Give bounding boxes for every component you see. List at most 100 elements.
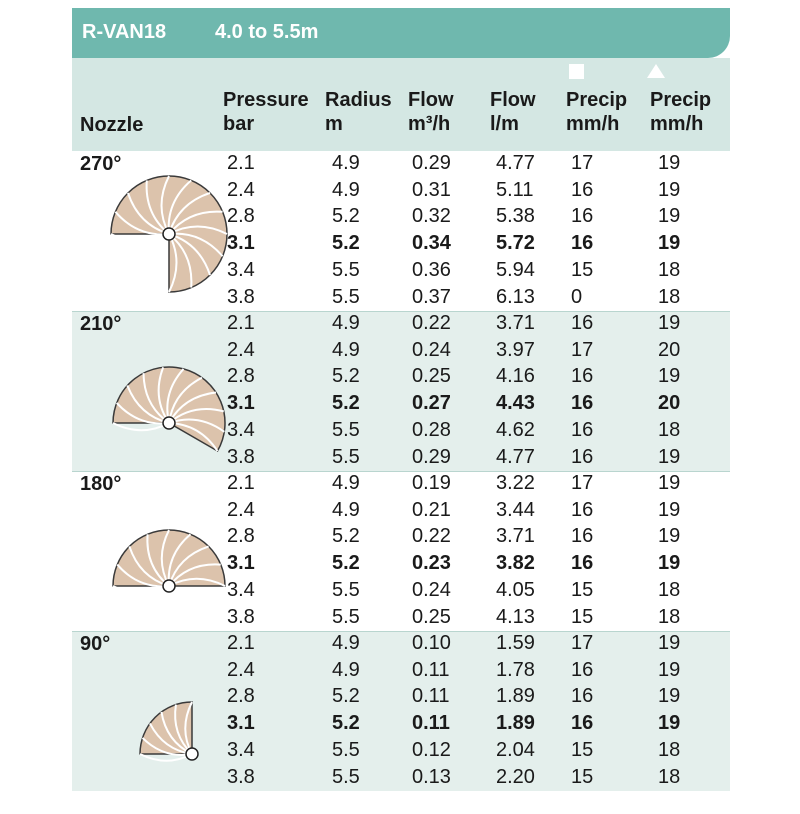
flow-m3h-cell: 0.10 (412, 632, 451, 654)
pressure-cell: 3.8 (227, 605, 255, 628)
table-row: 2.8 5.2 0.32 5.38 16 19 (72, 204, 730, 231)
precip-square-cell: 16 (571, 552, 594, 575)
precip-triangle-cell: 19 (658, 632, 681, 654)
group-divider (72, 631, 730, 632)
precip-square-cell: 17 (571, 338, 594, 361)
nozzle-angle-label: 180° (80, 473, 122, 495)
radius-range-title: 4.0 to 5.5m (215, 21, 319, 43)
square-icon (569, 64, 584, 79)
flow-m3h-cell: 0.37 (412, 285, 451, 308)
pressure-cell: 2.8 (227, 365, 255, 388)
flow-m3h-cell: 0.11 (412, 685, 450, 708)
nozzle-center (162, 579, 176, 593)
precip-square-cell: 16 (571, 712, 594, 735)
precip-triangle-cell: 20 (658, 338, 681, 361)
pressure-cell: 3.8 (227, 285, 255, 308)
pressure-cell: 3.4 (227, 738, 255, 761)
nozzle-group: 270° 2.1 4.9 0.29 4.77 17 19 2.4 4.9 0.31 5.11 16 19… (72, 151, 730, 311)
radius-cell: 4.9 (332, 338, 360, 361)
flow-lm-cell: 3.22 (496, 472, 535, 494)
flow-lm-cell: 1.59 (496, 632, 535, 654)
flow-m3h-cell: 0.24 (412, 338, 451, 361)
radius-cell: 4.9 (332, 152, 360, 174)
pressure-cell: 2.4 (227, 178, 255, 201)
flow-m3h-cell: 0.34 (412, 232, 451, 255)
precip-triangle-cell: 18 (658, 285, 681, 308)
table-row: 3.8 5.5 0.25 4.13 15 18 (72, 605, 730, 632)
precip-triangle-cell: 19 (658, 232, 681, 255)
table-row: 3.1 5.2 0.27 4.43 16 20 (72, 391, 730, 418)
precip-triangle-cell: 19 (658, 658, 681, 681)
model-title: R-VAN18 (82, 21, 167, 43)
precip-triangle-cell: 18 (658, 418, 681, 441)
flow-lm-cell: 4.43 (496, 392, 535, 415)
table-row: 3.4 5.5 0.28 4.62 16 18 (72, 418, 730, 445)
flow-lm-cell: 1.89 (496, 685, 535, 708)
radius-cell: 4.9 (332, 472, 360, 494)
nozzle-spray-pattern-icon (110, 175, 228, 293)
group-divider (72, 311, 730, 312)
radius-cell: 5.2 (332, 525, 360, 548)
flow-m3h-cell: 0.21 (412, 498, 451, 521)
precip-square-cell: 16 (571, 418, 594, 441)
radius-cell: 5.2 (332, 712, 360, 735)
flow-lm-cell: 4.05 (496, 578, 535, 601)
radius-cell: 5.5 (332, 285, 360, 308)
column-header-row: Nozzle Pressure bar Radius m Flow m³/h Flow… (72, 58, 730, 151)
flow-lm-cell: 4.13 (496, 605, 535, 628)
radius-cell: 4.9 (332, 312, 360, 334)
table-row: 3.4 5.5 0.12 2.04 15 18 (72, 738, 730, 765)
precip-triangle-cell: 19 (658, 205, 681, 228)
precip-triangle-cell: 19 (658, 472, 681, 494)
flow-lm-cell: 3.82 (496, 552, 535, 575)
flow-lm-cell: 1.78 (496, 658, 535, 681)
radius-cell: 5.2 (332, 232, 360, 255)
flow-m3h-header: Flow m³/h (408, 89, 454, 135)
precip-square-cell: 15 (571, 765, 594, 788)
radius-cell: 4.9 (332, 658, 360, 681)
precip-square-cell: 16 (571, 445, 594, 468)
flow-m3h-cell: 0.32 (412, 205, 451, 228)
flow-lm-cell: 6.13 (496, 285, 535, 308)
nozzle-group: 90° 2.1 4.9 0.10 1.59 17 19 2.4 4.9 0.11 1.78 16 19 2… (72, 631, 730, 791)
pressure-cell: 2.8 (227, 685, 255, 708)
spray-sector (110, 175, 228, 293)
pressure-cell: 3.1 (227, 712, 255, 735)
pressure-cell: 3.1 (227, 552, 255, 575)
flow-m3h-cell: 0.22 (412, 525, 451, 548)
flow-m3h-cell: 0.19 (412, 472, 451, 494)
precip-square-cell: 15 (571, 578, 594, 601)
nozzle-angle-label: 90° (80, 633, 111, 655)
nozzle-spray-pattern-icon (139, 701, 199, 762)
table-row: 2.1 4.9 0.19 3.22 17 19 (72, 471, 730, 498)
flow-lm-cell: 3.71 (496, 525, 535, 548)
pressure-cell: 2.4 (227, 338, 255, 361)
table-row: 2.1 4.9 0.10 1.59 17 19 (72, 631, 730, 658)
pressure-cell: 2.1 (227, 312, 255, 334)
precip-square-cell: 17 (571, 472, 594, 494)
precip-square-cell: 16 (571, 232, 594, 255)
flow-m3h-cell: 0.11 (412, 658, 450, 681)
pressure-cell: 3.8 (227, 765, 255, 788)
flow-m3h-cell: 0.25 (412, 605, 451, 628)
precip-square-cell: 16 (571, 178, 594, 201)
title-bar: R-VAN18 4.0 to 5.5m (72, 8, 730, 58)
table-row: 2.4 4.9 0.24 3.97 17 20 (72, 338, 730, 365)
nozzle-angle-label: 210° (80, 313, 122, 335)
flow-lm-cell: 5.11 (496, 178, 534, 201)
precip-triangle-cell: 19 (658, 525, 681, 548)
flow-m3h-cell: 0.24 (412, 578, 451, 601)
flow-lm-cell: 2.20 (496, 765, 535, 788)
radius-header: Radius m (325, 89, 392, 135)
table-row: 3.8 5.5 0.29 4.77 16 19 (72, 445, 730, 472)
radius-cell: 4.9 (332, 178, 360, 201)
table-row: 2.8 5.2 0.11 1.89 16 19 (72, 684, 730, 711)
table-row: 3.8 5.5 0.37 6.13 0 18 (72, 285, 730, 312)
flow-lm-cell: 2.04 (496, 738, 535, 761)
table-row: 3.1 5.2 0.34 5.72 16 19 (72, 231, 730, 258)
table-row: 2.1 4.9 0.29 4.77 17 19 (72, 151, 730, 178)
nozzle-spray-pattern-icon (112, 366, 226, 453)
table-row: 2.4 4.9 0.11 1.78 16 19 (72, 658, 730, 685)
flow-lm-cell: 3.44 (496, 498, 535, 521)
precip-triangle-cell: 19 (658, 178, 681, 201)
